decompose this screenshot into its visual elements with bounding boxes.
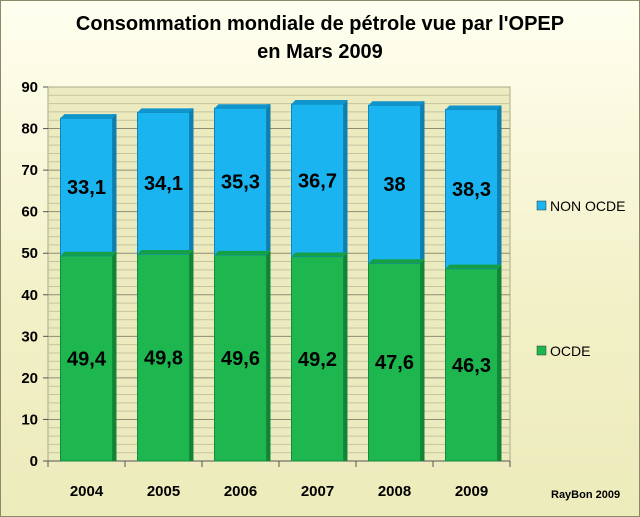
bar-top-non-ocde (445, 105, 502, 110)
bar-side-ocde (112, 251, 117, 461)
y-tick-label: 10 (21, 411, 38, 428)
credit-text: RayBon 2009 (551, 489, 620, 501)
plot-area: 0 10 20 30 40 50 60 70 80 90 49,4 33,1 2004 49,8 34,1 2… (21, 79, 511, 500)
bar-non-ocde (137, 111, 190, 255)
bar-side-ocde (189, 250, 194, 461)
bar-top-non-ocde (368, 101, 425, 106)
bar-top-non-ocde (60, 114, 117, 119)
bar-top-ocde (368, 259, 425, 264)
bar-non-ocde (214, 107, 267, 256)
bar-non-ocde (445, 108, 498, 270)
data-label-ocde: 46,3 (452, 355, 491, 377)
legend-label: NON OCDE (550, 198, 625, 214)
data-label-non-ocde: 38,3 (452, 179, 491, 201)
y-tick-label: 30 (21, 328, 38, 345)
bar-side-non-ocde (420, 101, 425, 260)
bar-top-ocde (445, 264, 502, 269)
legend-item-ocde: OCDE (536, 343, 590, 359)
bar-ocde (214, 254, 267, 462)
legend-swatch (536, 200, 547, 211)
data-label-ocde: 47,6 (375, 352, 414, 374)
x-tick-label: 2009 (455, 483, 488, 500)
bar-non-ocde (60, 117, 113, 257)
bar-top-ocde (214, 250, 271, 255)
plot-background (47, 86, 511, 462)
bar-non-ocde (368, 104, 421, 264)
bar-top-non-ocde (137, 108, 194, 113)
bar-ocde (368, 262, 421, 462)
x-tick-label: 2007 (301, 483, 334, 500)
bar-top-ocde (137, 250, 194, 255)
legend-item-non-ocde: NON OCDE (536, 198, 625, 214)
bar-side-ocde (266, 250, 271, 461)
data-label-ocde: 49,2 (298, 349, 337, 371)
legend: NON OCDE OCDE (536, 198, 625, 359)
data-label-ocde: 49,8 (144, 348, 183, 370)
bar-side-non-ocde (343, 100, 348, 253)
x-tick-label: 2005 (147, 483, 180, 500)
y-tick-label: 60 (21, 204, 38, 221)
bar-side-ocde (497, 264, 502, 461)
legend-swatch (536, 345, 547, 356)
data-label-non-ocde: 35,3 (221, 172, 260, 194)
data-label-non-ocde: 38 (383, 174, 405, 196)
bar-ocde (60, 255, 113, 462)
bar-side-non-ocde (266, 104, 271, 251)
chart-title: Consommation mondiale de pétrole vue par… (76, 13, 564, 35)
bar-top-ocde (291, 252, 348, 257)
data-label-non-ocde: 33,1 (67, 177, 106, 199)
bar-side-ocde (420, 259, 425, 461)
y-tick-label: 90 (21, 79, 38, 96)
bar-ocde (137, 253, 190, 462)
bar-side-non-ocde (189, 108, 194, 251)
bar-top-non-ocde (291, 100, 348, 105)
bar-side-ocde (343, 252, 348, 461)
x-tick-label: 2004 (70, 483, 104, 500)
y-tick-label: 80 (21, 121, 38, 138)
y-tick-label: 0 (30, 453, 38, 470)
bar-ocde (445, 268, 498, 462)
chart-subtitle: en Mars 2009 (257, 41, 383, 63)
bar-ocde (291, 256, 344, 462)
data-label-non-ocde: 36,7 (298, 170, 337, 192)
data-label-ocde: 49,6 (221, 348, 260, 370)
y-tick-label: 20 (21, 370, 38, 387)
bar-top-non-ocde (214, 104, 271, 109)
legend-label: OCDE (550, 343, 590, 359)
y-tick-label: 40 (21, 287, 38, 304)
bar-side-non-ocde (112, 114, 117, 252)
x-tick-label: 2008 (378, 483, 411, 500)
y-tick-label: 50 (21, 245, 38, 262)
data-label-non-ocde: 34,1 (144, 173, 183, 195)
bar-side-non-ocde (497, 105, 502, 265)
bar-top-ocde (60, 251, 117, 256)
y-tick-label: 70 (21, 162, 38, 179)
x-tick-label: 2006 (224, 483, 257, 500)
data-label-ocde: 49,4 (67, 348, 107, 370)
